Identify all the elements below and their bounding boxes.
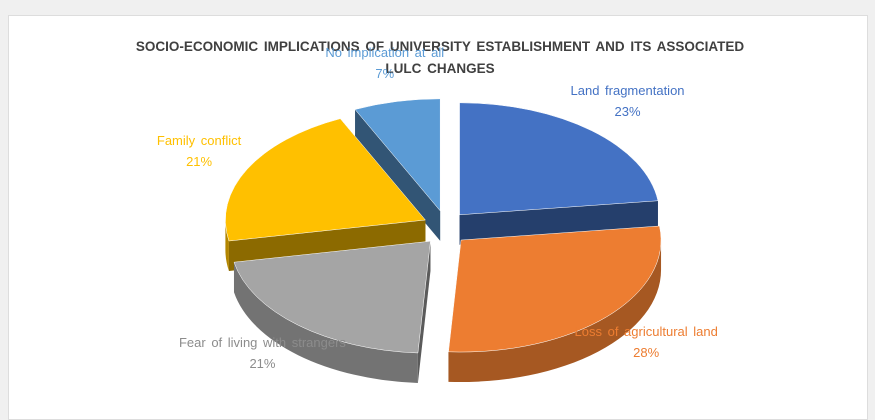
data-label: Family conflict 21% (114, 130, 284, 172)
data-label: Fear of living with strangers 21% (177, 332, 347, 374)
data-label: No implication at all 7% (300, 42, 470, 84)
category-label: Family conflict (156, 132, 242, 148)
data-label: Land fragmentation 23% (543, 80, 713, 122)
slice-wall (448, 240, 662, 383)
value-label: 21% (186, 153, 213, 169)
slice-wall (225, 220, 229, 271)
slice-wall (233, 262, 418, 383)
pie-slice (459, 102, 659, 245)
chart-title: SOCIO-ECONOMIC IMPLICATIONS OF UNIVERSIT… (135, 39, 745, 76)
category-label: Land fragmentation (570, 82, 685, 98)
value-label: 23% (614, 103, 641, 119)
slice-side (355, 109, 441, 241)
pie-slice (448, 225, 662, 383)
slice-side (417, 241, 431, 383)
category-label: Fear of living with strangers (178, 335, 346, 351)
pie-slice (233, 240, 431, 383)
slice-top (233, 240, 431, 354)
pie-slice (354, 98, 441, 241)
slice-top (459, 102, 659, 216)
slice-top (225, 118, 426, 242)
category-label: Loss of agricultural land (574, 324, 718, 339)
category-label: No implication at all (325, 45, 445, 61)
value-label: 7% (375, 66, 395, 82)
value-label: 21% (249, 356, 276, 372)
slice-top (354, 98, 441, 212)
value-label: 28% (633, 345, 660, 360)
slice-top (448, 225, 662, 353)
data-label: Loss of agricultural land 28% (561, 321, 731, 363)
